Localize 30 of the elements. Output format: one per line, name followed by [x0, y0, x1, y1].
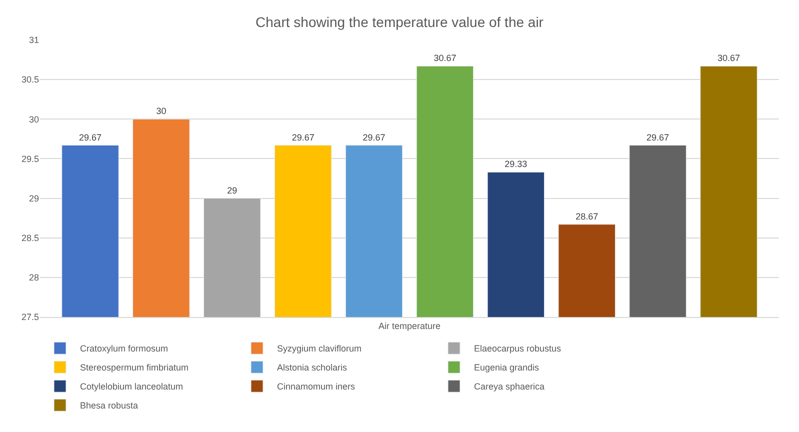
y-tick-label: 29.5 [21, 154, 39, 164]
legend-label: Cotylelobium lanceolatum [80, 382, 184, 392]
data-label: 29 [227, 185, 238, 196]
data-label: 30 [156, 106, 166, 116]
legend-label: Cratoxylum formosum [80, 344, 168, 354]
data-label: 29.67 [646, 132, 670, 142]
legend-label: Stereospermum fimbriatum [80, 362, 189, 373]
y-tick-label: 27.5 [21, 312, 39, 322]
legend-label: Careya sphaerica [474, 382, 545, 392]
legend-label: Elaeocarpus robustus [474, 344, 562, 354]
x-tick-label: Air temperature [378, 320, 441, 331]
data-label: 30.67 [717, 53, 740, 64]
data-label: 29.67 [78, 132, 102, 142]
y-tick-label: 28.5 [21, 233, 39, 244]
data-label: 29.67 [292, 132, 314, 142]
y-tick-label: 28 [28, 272, 39, 283]
legend-label: Eugenia grandis [474, 362, 540, 373]
y-tick-label: 30 [28, 114, 39, 124]
y-tick-label: 30.5 [21, 74, 39, 85]
legend-label: Bhesa robusta [80, 400, 138, 411]
y-tick-label: 31 [28, 35, 39, 46]
legend-label: Syzygium claviflorum [277, 344, 362, 354]
data-label: 28.67 [576, 211, 598, 222]
data-label: 30.67 [434, 53, 456, 64]
chart-title: Chart showing the temperature value of the air [256, 14, 544, 30]
data-label: 29.67 [362, 132, 386, 142]
legend-label: Alstonia scholaris [277, 362, 348, 373]
legend-label: Cinnamomum iners [277, 382, 356, 392]
data-label: 29.33 [504, 159, 528, 170]
y-tick-label: 29 [28, 193, 39, 204]
